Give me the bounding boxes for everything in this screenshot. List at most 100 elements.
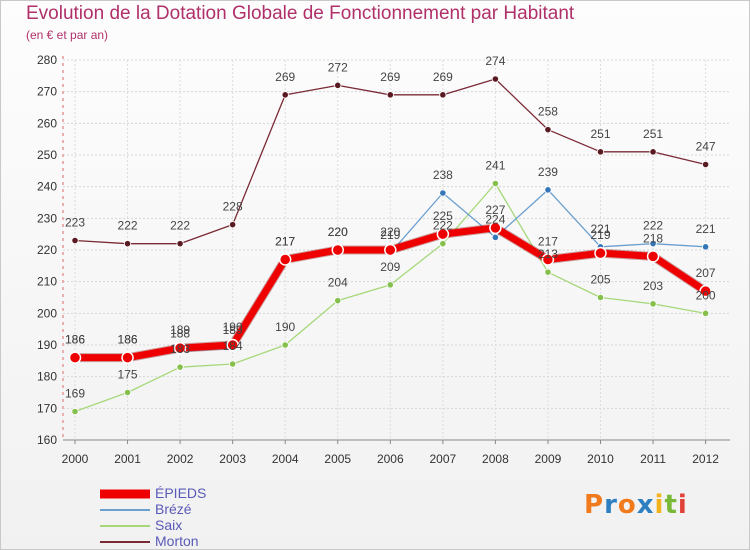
point-epieds <box>121 351 134 364</box>
value-label-epieds: 207 <box>696 266 716 280</box>
x-tick-label: 2005 <box>324 452 351 466</box>
point-morton <box>334 81 342 89</box>
value-label-saix: 169 <box>65 387 85 401</box>
legend-swatch-breze <box>100 509 150 511</box>
logo-letter: P <box>584 490 605 520</box>
value-label-saix: 184 <box>223 339 243 353</box>
y-tick-label: 190 <box>37 338 57 352</box>
value-label-breze: 186 <box>118 333 138 347</box>
x-tick-label: 2001 <box>114 452 141 466</box>
chart-title: Evolution de la Dotation Globale de Fonc… <box>26 3 575 24</box>
point-epieds <box>436 227 450 241</box>
point-saix <box>596 293 605 302</box>
y-tick-label: 210 <box>37 275 57 289</box>
axes: 160 170 180 190 200 210 220 230 240 250 260 270 280 2… <box>37 53 730 466</box>
value-label-morton: 251 <box>643 127 663 141</box>
value-label-saix: 200 <box>696 288 716 302</box>
legend-swatch-epieds <box>100 489 150 499</box>
value-label-epieds: 220 <box>380 225 400 239</box>
value-label-breze: 221 <box>590 222 610 236</box>
legend-item-epieds: ÉPIEDS <box>100 485 260 502</box>
logo-letter: i <box>654 490 665 520</box>
x-tick-label: 2008 <box>482 452 509 466</box>
value-label-breze: 217 <box>275 235 295 249</box>
point-morton <box>71 236 79 245</box>
point-breze <box>649 240 657 248</box>
point-morton <box>123 240 132 248</box>
y-tick-label: 220 <box>37 243 57 257</box>
point-saix <box>71 407 79 416</box>
value-label-saix: 204 <box>328 276 348 290</box>
point-saix <box>544 268 552 276</box>
value-label-morton: 269 <box>275 70 295 84</box>
point-morton <box>701 160 710 169</box>
value-label-epieds: 217 <box>275 235 295 249</box>
point-epieds <box>699 284 712 298</box>
value-label-saix: 213 <box>538 247 558 261</box>
value-label-saix: 241 <box>485 159 505 173</box>
point-epieds <box>173 341 187 355</box>
y-tick-label: 160 <box>37 433 57 447</box>
legend-item-saix: Saix <box>100 517 260 534</box>
value-label-breze: 186 <box>65 333 85 347</box>
logo-letter: r <box>604 490 618 520</box>
data-labels: 223 222 222 228 269 272 269 269 274 258 251 251 247 1… <box>65 54 716 401</box>
point-breze <box>491 233 499 241</box>
point-epieds <box>331 243 344 257</box>
y-tick-label: 270 <box>37 85 57 99</box>
x-tick-label: 2003 <box>219 452 246 466</box>
value-label-epieds: 220 <box>328 225 348 239</box>
value-label-saix: 175 <box>118 368 138 382</box>
legend-label-morton: Morton <box>155 533 199 549</box>
point-epieds <box>489 221 502 235</box>
logo-letter: t <box>664 490 678 520</box>
x-tick-label: 2006 <box>377 452 404 466</box>
y-tick-label: 170 <box>37 401 57 415</box>
value-label-morton: 272 <box>328 60 348 74</box>
chart-subtitle: (en € et par an) <box>26 28 109 42</box>
value-label-saix: 190 <box>275 320 295 334</box>
point-morton <box>491 75 499 83</box>
point-saix <box>334 297 342 305</box>
value-label-breze: 238 <box>433 168 453 182</box>
point-epieds <box>384 243 397 257</box>
x-tick-label: 2000 <box>62 452 89 466</box>
proxiti-logo: Proxiti <box>584 490 688 520</box>
point-saix <box>176 363 184 371</box>
value-label-morton: 222 <box>170 219 190 233</box>
point-saix <box>491 179 499 188</box>
x-tick-label: 2012 <box>692 452 719 466</box>
point-epieds <box>226 338 239 352</box>
value-label-breze: 189 <box>223 323 243 337</box>
point-saix <box>229 360 237 368</box>
point-morton <box>596 148 605 156</box>
value-label-breze: 221 <box>696 222 716 236</box>
point-morton <box>386 91 394 99</box>
value-label-epieds: 219 <box>590 228 610 242</box>
point-morton <box>439 91 447 99</box>
value-label-epieds: 225 <box>433 209 453 223</box>
x-tick-label: 2007 <box>429 452 456 466</box>
value-label-breze: 224 <box>485 212 505 226</box>
logo-letter: x <box>636 490 655 520</box>
value-label-breze: 219 <box>380 228 400 242</box>
point-epieds <box>646 250 660 263</box>
value-label-morton: 251 <box>590 127 610 141</box>
legend-swatch-morton <box>100 541 150 543</box>
legend-item-morton: Morton <box>100 533 260 550</box>
y-tick-label: 260 <box>37 116 57 130</box>
x-tick-label: 2011 <box>640 452 666 466</box>
series-layer <box>68 75 712 416</box>
legend-label-saix: Saix <box>155 517 183 533</box>
x-tick-label: 2002 <box>167 452 194 466</box>
value-label-morton: 258 <box>538 105 558 119</box>
value-label-epieds: 227 <box>485 203 505 217</box>
point-epieds <box>278 253 292 266</box>
point-morton <box>229 221 237 229</box>
y-tick-label: 240 <box>37 180 57 194</box>
value-label-saix: 209 <box>380 260 400 274</box>
value-label-breze: 220 <box>328 225 348 239</box>
y-tick-label: 250 <box>37 148 57 162</box>
logo-letter: i <box>677 490 688 520</box>
